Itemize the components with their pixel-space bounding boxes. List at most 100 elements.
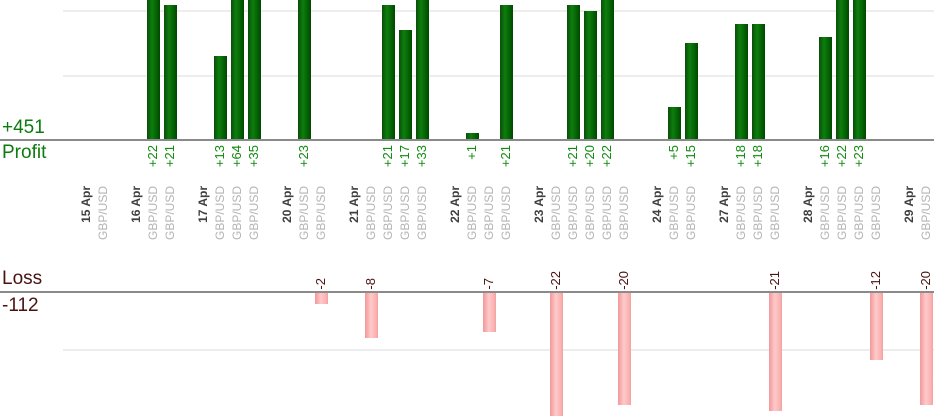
symbol-label: GBP/USD	[600, 186, 614, 241]
date-label: 21 Apr	[347, 186, 361, 223]
loss-value-label: -7	[481, 278, 496, 290]
profit-value-label: +18	[733, 145, 748, 168]
loss-bar	[768, 293, 782, 411]
symbol-label: GBP/USD	[499, 186, 513, 241]
symbol-label: GBP/USD	[314, 186, 328, 241]
profit-axis-label: Profit	[2, 142, 47, 163]
date-label: 20 Apr	[280, 186, 294, 223]
profit-bar	[667, 107, 681, 139]
loss-bar	[869, 293, 883, 360]
profit-gridline-20	[63, 10, 934, 12]
loss-value-label: -8	[363, 278, 378, 290]
loss-bar	[482, 293, 496, 332]
symbol-label: GBP/USD	[751, 186, 765, 241]
symbol-label: GBP/USD	[247, 186, 261, 241]
symbol-label: GBP/USD	[919, 186, 933, 241]
symbol-label: GBP/USD	[398, 186, 412, 241]
profit-value-label: +15	[683, 145, 698, 168]
profit-value-label: +17	[397, 145, 412, 168]
profit-bar	[213, 56, 227, 139]
loss-value-label: -21	[767, 271, 782, 290]
profit-bar	[818, 37, 832, 139]
profit-value-label: +20	[582, 145, 597, 168]
symbol-label: GBP/USD	[684, 186, 698, 241]
profit-value-label: +21	[162, 145, 177, 168]
date-label: 29 Apr	[902, 186, 916, 223]
profit-bar	[600, 0, 614, 139]
symbol-label: GBP/USD	[818, 186, 832, 241]
symbol-label: GBP/USD	[549, 186, 563, 241]
profit-value-label: +21	[380, 145, 395, 168]
symbol-label: GBP/USD	[768, 186, 782, 241]
loss-value-label: -12	[868, 271, 883, 290]
symbol-label: GBP/USD	[667, 186, 681, 241]
loss-value-label: -2	[313, 278, 328, 290]
symbol-label: GBP/USD	[566, 186, 580, 241]
profit-value-label: +35	[246, 145, 261, 168]
loss-value-label: -22	[548, 271, 563, 290]
symbol-label: GBP/USD	[381, 186, 395, 241]
date-label: 23 Apr	[532, 186, 546, 223]
profit-bar	[583, 11, 597, 139]
date-label: 28 Apr	[801, 186, 815, 223]
symbol-label: GBP/USD	[465, 186, 479, 241]
profit-value-label: +5	[666, 145, 681, 160]
symbol-label: GBP/USD	[482, 186, 496, 241]
profit-bar	[499, 5, 513, 139]
profit-value-label: +13	[212, 145, 227, 168]
profit-bar	[381, 5, 395, 139]
profit-value-label: +23	[851, 145, 866, 168]
profit-value-label: +23	[296, 145, 311, 168]
loss-bar	[549, 293, 563, 416]
profit-bar	[734, 24, 748, 139]
profit-bar	[751, 24, 765, 139]
symbol-label: GBP/USD	[583, 186, 597, 241]
profit-value-label: +21	[498, 145, 513, 168]
date-label: 24 Apr	[650, 186, 664, 223]
loss-value-label: -20	[918, 271, 933, 290]
profit-bar	[835, 0, 849, 139]
loss-value-label: -20	[616, 271, 631, 290]
profit-bar	[398, 30, 412, 139]
loss-total: -112	[2, 295, 39, 316]
loss-bar	[919, 293, 933, 405]
loss-bar	[617, 293, 631, 405]
symbol-label: GBP/USD	[869, 186, 883, 241]
loss-bar	[314, 293, 328, 304]
profit-value-label: +33	[414, 145, 429, 168]
profit-value-label: +16	[817, 145, 832, 168]
symbol-label: GBP/USD	[734, 186, 748, 241]
profit-value-label: +21	[565, 145, 580, 168]
symbol-label: GBP/USD	[213, 186, 227, 241]
profit-bar	[297, 0, 311, 139]
profit-bar	[230, 0, 244, 139]
profit-bar	[684, 43, 698, 139]
date-label: 27 Apr	[717, 186, 731, 223]
date-label: 17 Apr	[196, 186, 210, 223]
symbol-label: GBP/USD	[297, 186, 311, 241]
profit-bar	[247, 0, 261, 139]
profit-value-label: +1	[464, 145, 479, 160]
symbol-label: GBP/USD	[163, 186, 177, 241]
profit-bar	[465, 133, 479, 139]
loss-bar	[364, 293, 378, 338]
profit-bar	[163, 5, 177, 139]
loss-axis-label: Loss	[2, 268, 43, 289]
profit-bar	[146, 0, 160, 139]
symbol-label: GBP/USD	[835, 186, 849, 241]
symbol-label: GBP/USD	[146, 186, 160, 241]
symbol-label: GBP/USD	[852, 186, 866, 241]
profit-total: +451	[2, 117, 45, 138]
profit-value-label: +22	[599, 145, 614, 168]
profit-bar	[566, 5, 580, 139]
symbol-label: GBP/USD	[415, 186, 429, 241]
profit-value-label: +22	[145, 145, 160, 168]
profit-baseline	[0, 139, 934, 141]
symbol-label: GBP/USD	[230, 186, 244, 241]
profit-gridline-10	[63, 75, 934, 77]
symbol-label: GBP/USD	[364, 186, 378, 241]
loss-baseline	[0, 291, 934, 293]
profit-bar	[852, 0, 866, 139]
profit-value-label: +22	[834, 145, 849, 168]
